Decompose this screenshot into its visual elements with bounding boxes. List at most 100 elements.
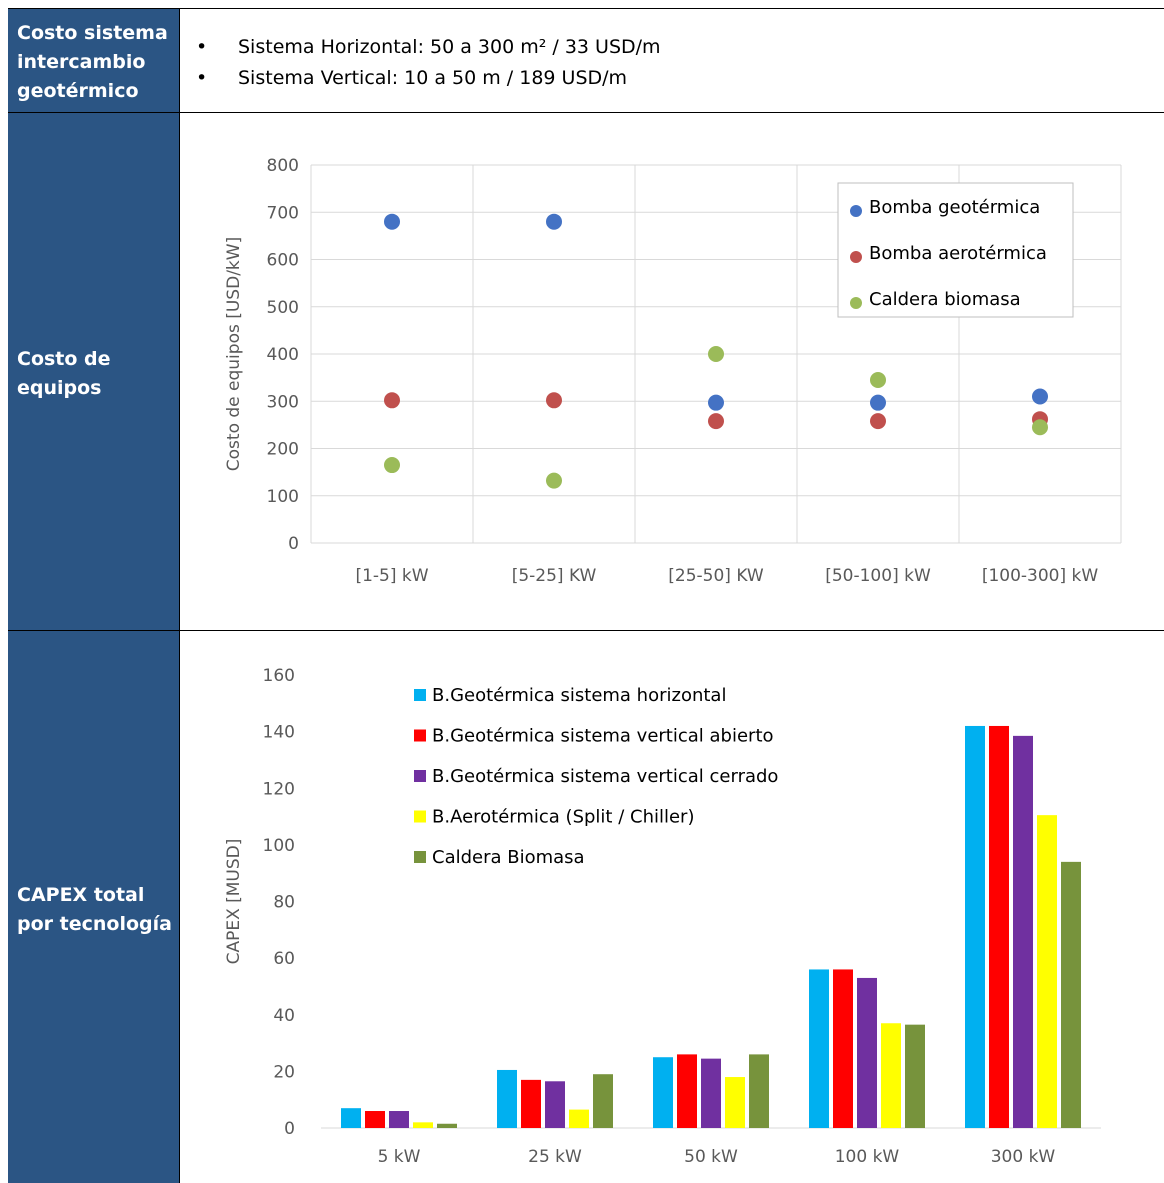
legend-entry: Bomba aerotérmica [869,243,1047,264]
label-line: geotérmico [17,80,139,102]
data-point [546,472,562,489]
legend-box [837,182,1074,318]
y-tick-label: 100 [267,487,299,507]
bullet-icon: • [196,36,208,58]
bar [749,1054,769,1128]
x-tick-label: 25 kW [528,1147,582,1167]
data-point [546,213,562,230]
legend-entry: Bomba geotérmica [869,197,1040,218]
row-capex: CAPEX total por tecnología 0 20 40 60 80 100 1… [8,630,1164,1183]
y-tick-label: 160 [263,666,295,686]
legend-marker [850,297,862,309]
legend-marker [850,205,862,217]
legend-marker [414,810,426,823]
bar [881,1023,901,1128]
legend-marker [414,770,426,782]
bar [701,1058,721,1128]
bar-chart: 0 20 40 60 80 100 120 140 160 5 kW 25 kW 50 kW 100 k… [224,666,1101,1167]
y-tick-label: 80 [273,893,295,913]
label-line: Costo de [17,348,111,370]
bar [497,1069,517,1128]
bar-cell: 0 20 40 60 80 100 120 140 160 5 kW 25 kW 50 kW 100 k… [181,631,1164,1183]
y-tick-label: 40 [273,1006,295,1026]
y-tick-label: 0 [284,1119,295,1139]
data-point [708,413,724,430]
bar [857,977,877,1128]
data-point [384,457,400,474]
x-tick-label: [1-5] kW [355,566,428,586]
y-tick-label: 300 [267,392,299,412]
bar [437,1123,457,1128]
legend-entry: B.Geotérmica sistema horizontal [432,685,726,706]
bar [569,1109,589,1128]
legend-entry: B.Geotérmica sistema vertical abierto [432,726,774,747]
x-tick-label: [25-50] KW [668,566,764,586]
bar [365,1111,385,1128]
y-tick-label: 600 [267,251,299,271]
row-label-geo: Costo sistema intercambio geotérmico [8,9,180,113]
x-tick-label: 50 kW [684,1147,738,1167]
x-tick-label: [100-300] kW [982,566,1099,586]
label-line: intercambio [17,51,146,73]
bar [341,1108,361,1128]
bar [593,1074,613,1128]
geo-cell: • Sistema Horizontal: 50 a 300 m² / 33 U… [181,9,1164,113]
bar [1037,815,1057,1128]
bar [545,1081,565,1128]
row-label-capex: CAPEX total por tecnología [8,631,180,1183]
data-point [870,413,886,430]
bullet-text: Sistema Horizontal: 50 a 300 m² / 33 USD… [238,36,661,58]
legend-entry: B.Aerotérmica (Split / Chiller) [432,807,694,828]
legend-entry: Caldera biomasa [869,289,1021,310]
row-geo: Costo sistema intercambio geotérmico • S… [8,8,1164,113]
data-point [384,392,400,409]
y-tick-label: 140 [263,723,295,743]
bullet-icon: • [196,67,208,89]
label-line: equipos [17,377,102,399]
y-tick-label: 120 [263,779,295,799]
x-tick-label: [50-100] kW [825,566,931,586]
bar [833,969,853,1128]
x-tick-label: [5-25] KW [512,566,597,586]
y-tick-label: 200 [267,440,299,460]
y-axis-label: Costo de equipos [USD/kW] [224,237,244,471]
bar [725,1077,745,1128]
legend-marker [414,689,426,701]
data-point [870,394,886,411]
bar [677,1054,697,1128]
data-point [708,346,724,362]
data-point [546,392,562,409]
data-point [708,394,724,411]
legend-entry: B.Geotérmica sistema vertical cerrado [432,766,778,787]
bar [521,1079,541,1128]
y-tick-label: 800 [267,156,299,176]
x-tick-label: 300 kW [991,1147,1056,1167]
bar [389,1111,409,1128]
bar [809,969,829,1128]
info-table: Costo sistema intercambio geotérmico • S… [8,8,1164,1183]
y-tick-label: 400 [267,345,299,365]
label-line: por tecnología [17,913,172,935]
data-point [384,213,400,230]
bar [1013,735,1033,1128]
x-tick-label: 5 kW [378,1147,421,1167]
bar [989,725,1009,1128]
label-line: Costo sistema [17,22,168,44]
scatter-chart: 0 100 200 300 400 500 600 700 800 [1-5] kW [5-25] … [224,156,1122,586]
y-tick-label: 0 [288,534,299,554]
y-tick-label: 20 [273,1062,295,1082]
y-tick-label: 100 [263,836,295,856]
data-point [1032,419,1048,436]
data-point [1032,388,1048,405]
data-point [870,371,886,388]
scatter-cell: 0 100 200 300 400 500 600 700 800 [1-5] kW [5-25] … [181,113,1164,631]
label-line: CAPEX total [17,884,145,906]
y-tick-label: 60 [273,949,295,969]
bullet-text: Sistema Vertical: 10 a 50 m / 189 USD/m [238,67,628,89]
x-tick-label: 100 kW [835,1147,900,1167]
legend-marker [850,251,862,263]
bar [905,1024,925,1128]
bar [965,725,985,1128]
y-tick-label: 700 [267,203,299,223]
legend-entry: Caldera Biomasa [432,847,585,868]
